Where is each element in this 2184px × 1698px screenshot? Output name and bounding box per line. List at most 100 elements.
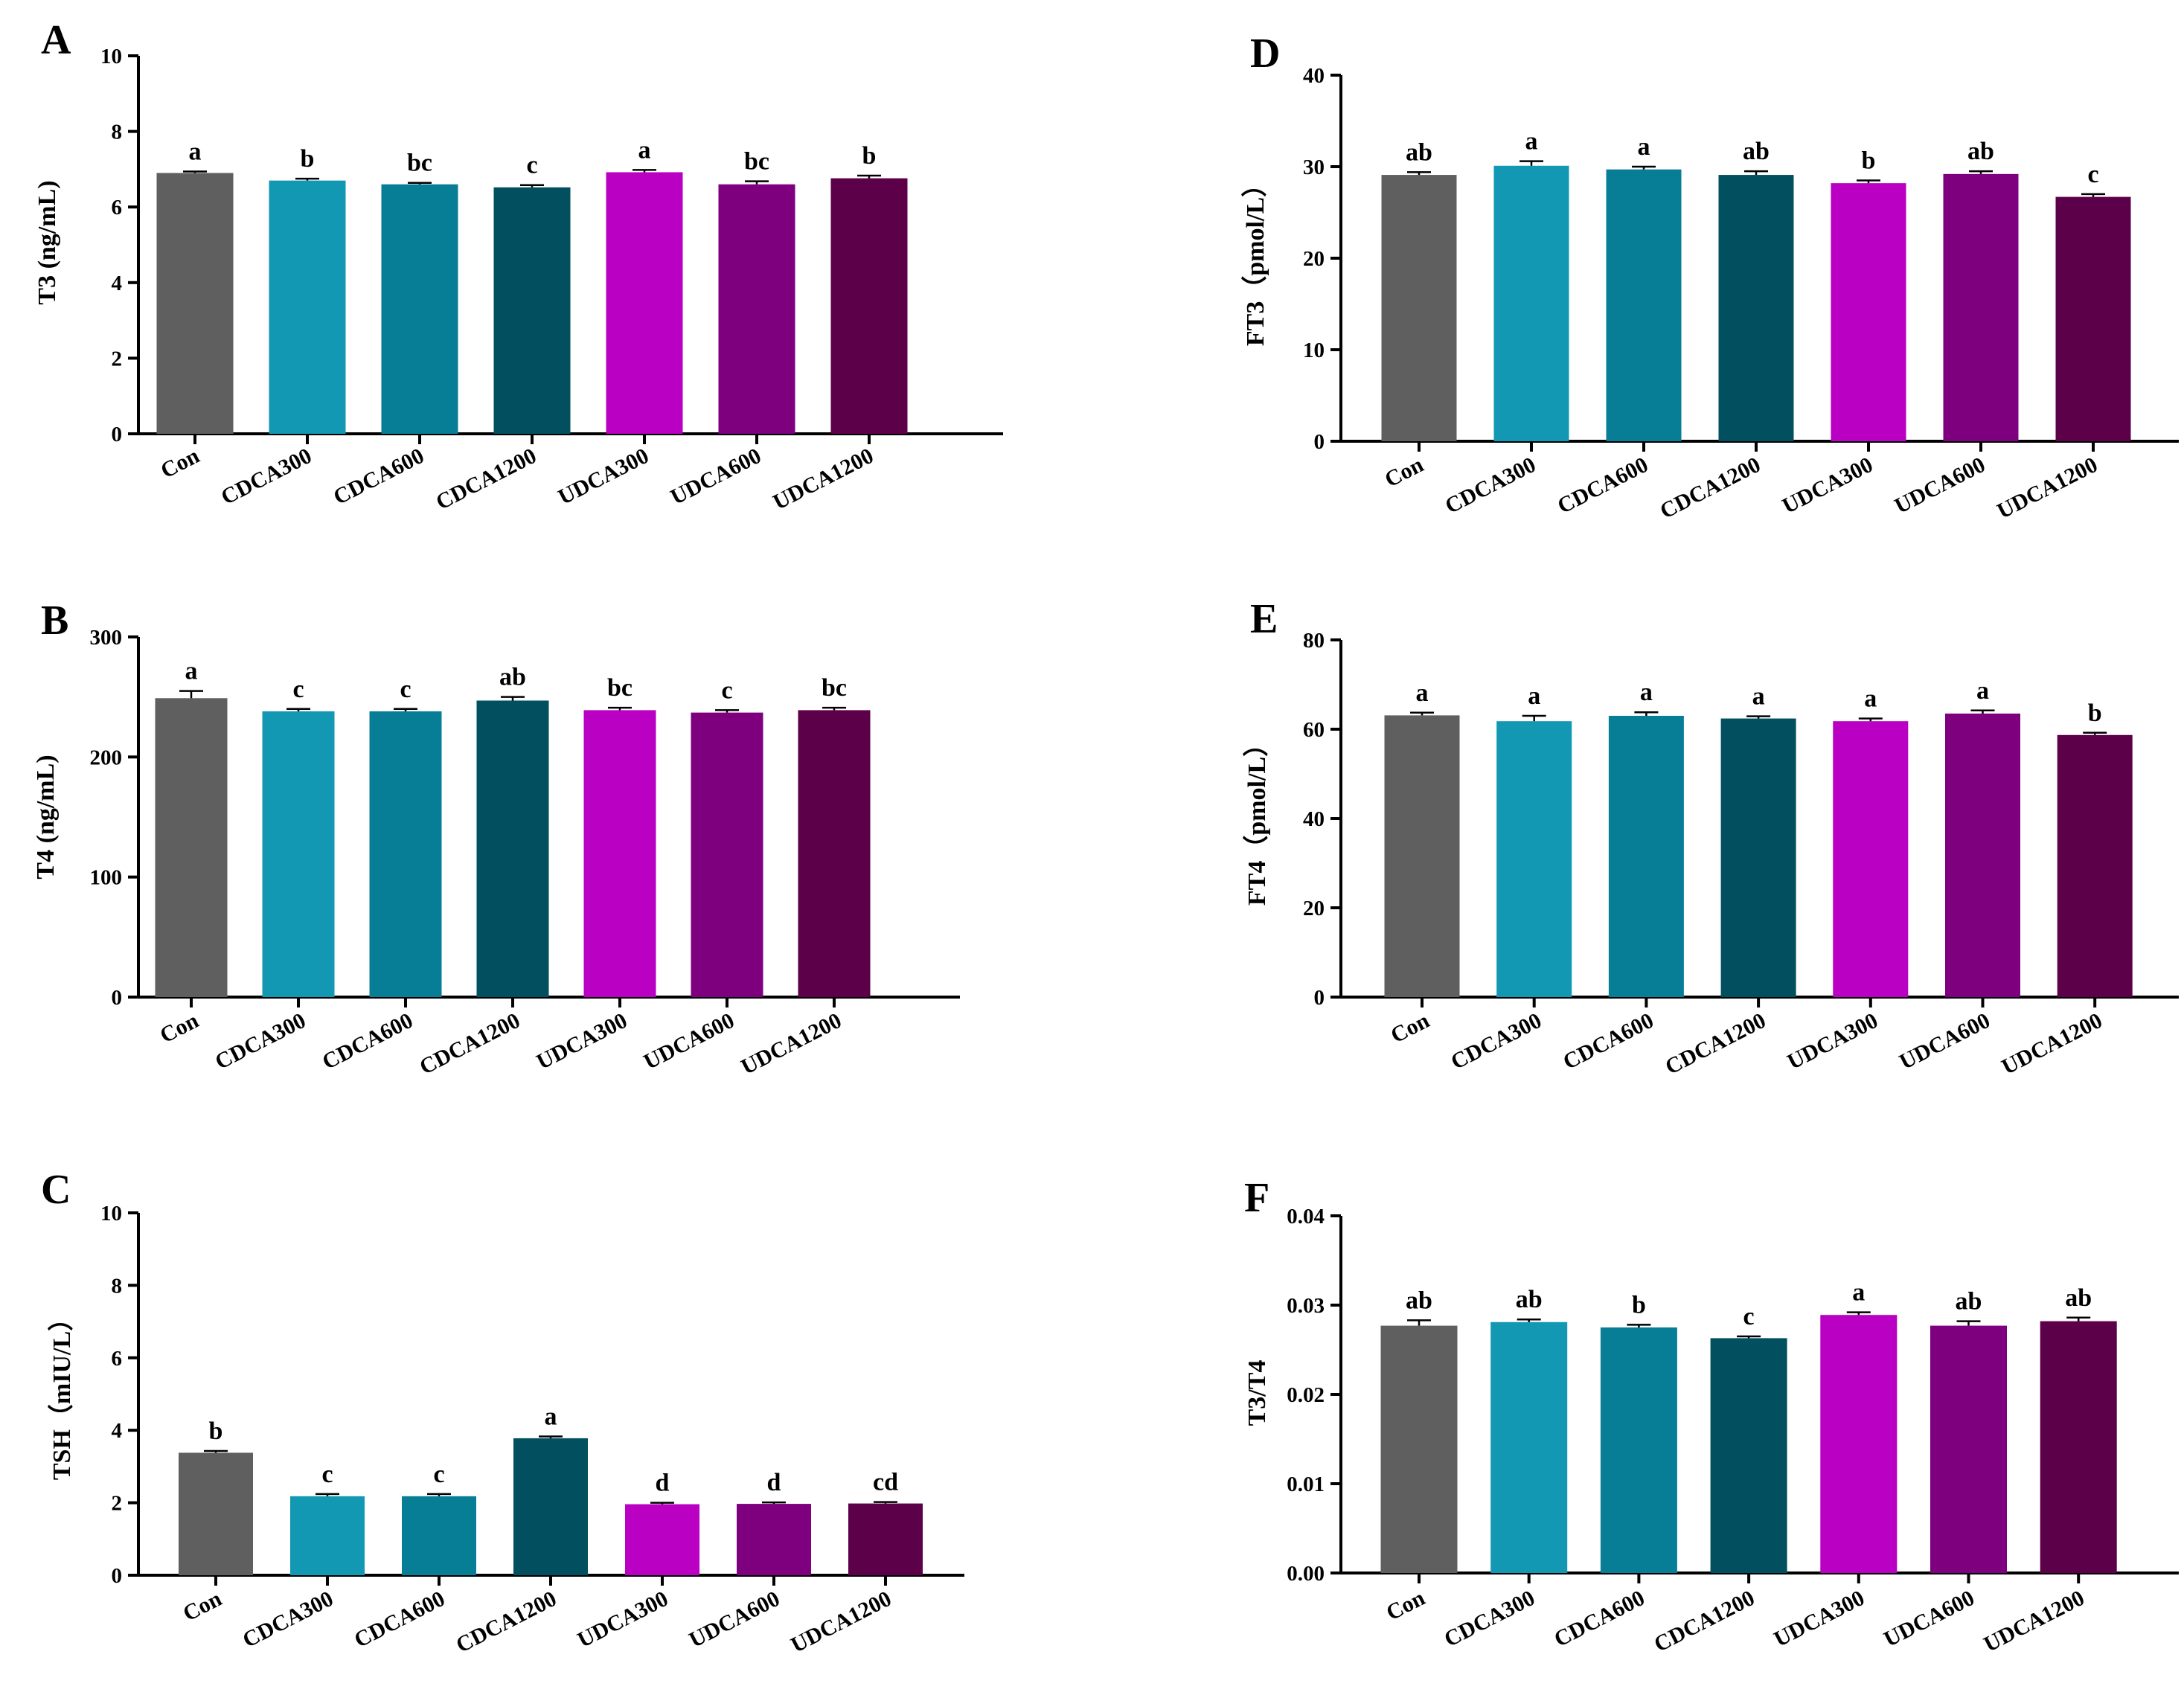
panel-letter-d: D <box>1250 31 1280 77</box>
x-tick-label-udca300: UDCA300 <box>1778 452 1877 519</box>
x-tick-label-con: Con <box>179 1586 226 1627</box>
x-tick-label-udca600: UDCA600 <box>1891 452 1989 519</box>
x-tick-label-cdca300: CDCA300 <box>211 1008 310 1074</box>
y-tick-label: 0 <box>1314 986 1325 1010</box>
y-tick-label: 10 <box>100 45 122 68</box>
y-axis-title-e: FT4（pmol/L） <box>1242 731 1271 906</box>
x-tick-label-cdca600: CDCA600 <box>318 1008 417 1074</box>
y-tick-label: 300 <box>90 626 123 650</box>
significance-label: bc <box>822 674 847 702</box>
significance-label: c <box>1743 1303 1755 1330</box>
bar-con <box>1384 715 1460 997</box>
y-tick-label: 10 <box>1303 339 1325 362</box>
significance-label: d <box>656 1470 670 1497</box>
y-tick-label: 0 <box>112 423 123 446</box>
significance-label: a <box>189 138 202 165</box>
bar-cdca600 <box>369 711 442 997</box>
bar-cdca600 <box>1608 716 1684 997</box>
y-tick-label: 40 <box>1303 807 1325 831</box>
significance-label: a <box>1752 683 1765 711</box>
y-tick-label: 200 <box>90 746 123 769</box>
y-tick-label: 0 <box>112 986 123 1010</box>
bar-cdca600 <box>402 1496 476 1575</box>
y-axis-title-d: FT3（pmol/L） <box>1240 172 1269 346</box>
y-axis-title-c: TSH（mIU/L） <box>47 1306 76 1480</box>
x-tick-label-udca600: UDCA600 <box>1895 1008 1994 1074</box>
x-tick-label-cdca1200: CDCA1200 <box>1662 1008 1770 1080</box>
significance-label: c <box>721 676 732 704</box>
y-tick-label: 0.04 <box>1287 1205 1325 1228</box>
x-tick-label-con: Con <box>1387 1008 1434 1048</box>
x-tick-label-cdca600: CDCA600 <box>350 1586 449 1653</box>
y-tick-label: 0 <box>1314 430 1325 454</box>
significance-label: b <box>1862 147 1876 174</box>
bar-cdca300 <box>1493 165 1569 441</box>
bar-cdca1200 <box>513 1438 588 1575</box>
significance-label: bc <box>607 674 633 702</box>
significance-label: a <box>638 136 651 164</box>
y-tick-label: 4 <box>112 1419 123 1443</box>
x-tick-label-cdca600: CDCA600 <box>1550 1586 1648 1652</box>
significance-label: ab <box>1743 138 1770 165</box>
significance-label: bc <box>744 148 769 176</box>
significance-label: ab <box>1406 138 1432 166</box>
significance-label: a <box>1852 1279 1865 1307</box>
x-tick-label-udca1200: UDCA1200 <box>1994 452 2102 524</box>
panel-d: D FT3（pmol/L） <box>1240 31 1280 346</box>
x-tick-label-udca1200: UDCA1200 <box>1980 1586 2089 1657</box>
bar-cdca1200 <box>1718 175 1794 441</box>
x-tick-label-con: Con <box>156 1008 203 1048</box>
x-tick-label-udca600: UDCA600 <box>667 443 765 510</box>
y-tick-label: 60 <box>1303 718 1325 742</box>
x-tick-label-udca300: UDCA300 <box>1784 1008 1882 1074</box>
bar-udca600 <box>691 712 763 997</box>
y-tick-label: 0.00 <box>1287 1562 1325 1586</box>
bar-cdca300 <box>290 1496 365 1575</box>
significance-label: b <box>1632 1291 1646 1319</box>
x-tick-label-udca1200: UDCA1200 <box>769 443 878 515</box>
y-tick-label: 0 <box>112 1564 123 1588</box>
bar-udca300 <box>583 710 656 997</box>
chart-e: 0 20 40 60 80 a Con a CDCA300 a CDCA600 a CDCA1200 a U… <box>1303 629 2179 1080</box>
y-tick-label: 0.02 <box>1287 1383 1325 1407</box>
bar-cdca600 <box>1606 169 1682 441</box>
y-tick-label: 2 <box>112 1492 123 1516</box>
panel-letter-a: A <box>41 17 71 63</box>
panel-letter-f: F <box>1244 1175 1269 1221</box>
x-tick-label-con: Con <box>157 443 204 484</box>
x-tick-label-cdca300: CDCA300 <box>239 1586 337 1653</box>
panel-e: E FT4（pmol/L） <box>1242 596 1278 906</box>
panel-a: A T3 (ng/mL) <box>33 17 71 305</box>
chart-b: 0 100 200 300 a Con c CDCA300 c CDCA600 ab CDCA1200… <box>90 626 960 1080</box>
bar-udca600 <box>718 184 795 434</box>
y-tick-label: 20 <box>1303 897 1325 920</box>
y-tick-label: 6 <box>112 196 123 220</box>
bar-con <box>1380 1325 1458 1573</box>
bar-udca300 <box>1820 1315 1898 1573</box>
significance-label: bc <box>407 150 432 177</box>
bar-udca1200 <box>2057 734 2133 997</box>
x-tick-label-cdca300: CDCA300 <box>217 443 316 510</box>
y-tick-label: 8 <box>112 1274 123 1298</box>
x-tick-label-cdca600: CDCA600 <box>1554 452 1652 519</box>
x-tick-label-cdca1200: CDCA1200 <box>416 1008 525 1080</box>
significance-label: b <box>301 145 315 173</box>
y-tick-label: 4 <box>112 272 123 295</box>
x-tick-label-udca300: UDCA300 <box>1770 1586 1868 1652</box>
bar-cdca300 <box>1496 721 1572 997</box>
panel-letter-e: E <box>1250 596 1278 642</box>
chart-f: 0.00 0.01 0.02 0.03 0.04 ab Con ab CDCA300 b CDCA6… <box>1287 1205 2179 1657</box>
x-tick-label-con: Con <box>1381 452 1428 493</box>
significance-label: b <box>209 1417 223 1445</box>
y-tick-label: 10 <box>100 1202 122 1226</box>
bar-udca1200 <box>2055 196 2131 441</box>
y-axis-title-b: T4 (ng/mL) <box>32 755 60 879</box>
y-tick-label: 0.03 <box>1287 1294 1325 1318</box>
x-tick-label-cdca1200: CDCA1200 <box>452 1586 561 1658</box>
y-tick-label: 8 <box>112 121 123 144</box>
panel-letter-c: C <box>41 1167 71 1213</box>
bar-udca600 <box>1943 173 2019 441</box>
x-tick-label-udca300: UDCA300 <box>554 443 653 510</box>
significance-label: ab <box>2065 1284 2092 1312</box>
chart-a: 0 2 4 6 8 10 a Con b CDCA300 bc CDCA600 c CDCA1200 a UD… <box>100 45 1003 515</box>
